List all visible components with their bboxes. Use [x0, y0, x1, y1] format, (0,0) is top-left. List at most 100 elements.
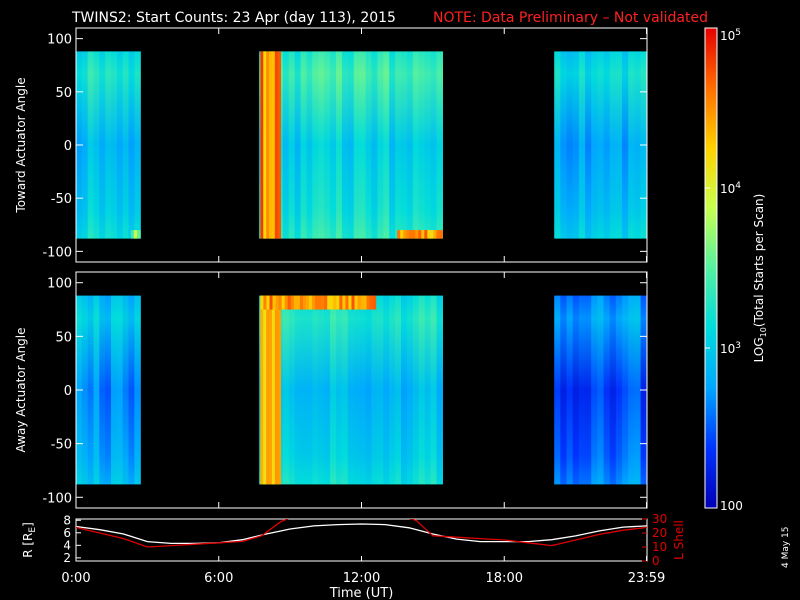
- away-feature-cell: [318, 295, 322, 310]
- away-feature-cell: [321, 295, 325, 310]
- toward-feature-cell: [400, 230, 404, 239]
- toward-feature-cell: [271, 51, 276, 239]
- xtick-label: 12:00: [343, 571, 380, 586]
- toward-ytick-label: 50: [55, 86, 72, 101]
- toward-heatmap-column: [282, 51, 290, 239]
- away-heatmap-column: [383, 295, 390, 485]
- figure-title: TWINS2: Start Counts: 23 Apr (day 113), …: [71, 10, 396, 26]
- away-feature-cell: [348, 295, 352, 310]
- away-feature-cell: [278, 295, 283, 310]
- away-feature-cell: [266, 295, 270, 310]
- toward-feature-cell: [133, 230, 138, 239]
- toward-heatmap-column: [560, 51, 568, 239]
- date-stamp: 4 May 15: [781, 526, 791, 568]
- away-heatmap-column: [318, 295, 325, 485]
- away-heatmap-column: [105, 295, 112, 485]
- away-feature-cell: [342, 295, 346, 310]
- away-feature-cell: [369, 295, 374, 310]
- toward-heatmap-column: [128, 51, 135, 239]
- toward-heatmap-column: [609, 51, 617, 239]
- away-heatmap-column: [111, 295, 118, 485]
- away-heatmap-column: [578, 295, 586, 485]
- away-feature-cell: [260, 295, 264, 310]
- toward-feature-cell: [439, 230, 443, 239]
- away-feature-cell: [284, 295, 289, 310]
- away-heatmap-column: [116, 295, 124, 485]
- away-feature-cell: [333, 295, 337, 310]
- toward-heatmap-column: [603, 51, 611, 239]
- away-heatmap-column: [336, 295, 343, 485]
- toward-feature-cell: [421, 230, 425, 239]
- away-feature-cell: [305, 295, 310, 310]
- away-heatmap-column: [424, 295, 432, 485]
- away-heatmap-column: [389, 295, 396, 485]
- away-feature-cell: [308, 295, 313, 310]
- ephemeris-left-tick-label: 6: [63, 526, 71, 540]
- colorbar: 100 103 104 105 LOG10(Total Starts per Scan): [704, 27, 768, 513]
- toward-feature-cell: [397, 230, 401, 239]
- ephemeris-right-tick-label: 30: [652, 512, 667, 526]
- away-heatmap-column: [312, 295, 319, 485]
- away-heatmap-column: [300, 295, 308, 485]
- away-heatmap-column: [288, 295, 296, 485]
- away-feature-cell: [339, 295, 343, 310]
- away-feature-cell: [363, 295, 368, 310]
- away-ytick-label: 100: [47, 277, 72, 292]
- toward-feature-cell: [412, 230, 416, 239]
- away-heatmap-column: [406, 295, 414, 485]
- toward-heatmap-column: [288, 51, 296, 239]
- away-ytick-label: -50: [51, 438, 72, 453]
- data-preliminary-note: NOTE: Data Preliminary – Not validated: [433, 10, 708, 26]
- away-feature-cell: [330, 295, 334, 310]
- toward-heatmap-column: [318, 51, 325, 239]
- away-heatmap-column: [622, 295, 629, 485]
- away-heatmap-column: [99, 295, 106, 485]
- away-high-count-feature: [260, 295, 282, 485]
- away-high-count-feature: [260, 295, 377, 310]
- away-feature-cell: [277, 295, 282, 485]
- away-ytick-label: 0: [64, 384, 72, 399]
- away-heatmap-column: [554, 295, 561, 485]
- away-feature-cell: [299, 295, 304, 310]
- toward-high-count-feature: [397, 230, 443, 239]
- ephemeris-left-tick-label: 8: [63, 513, 71, 527]
- colorbar-gradient: [704, 27, 718, 509]
- toward-heatmap-column: [312, 51, 319, 239]
- away-feature-cell: [345, 295, 349, 310]
- toward-feature-cell: [427, 230, 431, 239]
- toward-heatmap-column: [87, 51, 95, 239]
- colorbar-tick-label: 103: [720, 341, 741, 356]
- away-ylabel: Away Actuator Angle: [14, 327, 28, 452]
- away-heatmap-panel: -100 -50 0 50 100 Away Actuator Angle: [14, 271, 648, 509]
- toward-feature-cell: [137, 230, 141, 239]
- away-data-segment: [76, 295, 141, 485]
- away-heatmap-column: [401, 295, 408, 485]
- colorbar-tick-label: 105: [720, 28, 741, 43]
- ylabel-r-end: ]: [21, 522, 35, 527]
- series-line-l-shell: [76, 519, 647, 548]
- toward-heatmap-column: [395, 51, 402, 239]
- away-data-segment: [259, 295, 443, 485]
- toward-heatmap-column: [371, 51, 378, 239]
- ephemeris-right-tick-label: 10: [652, 540, 667, 554]
- toward-heatmap-column: [424, 51, 432, 239]
- away-feature-cell: [327, 295, 331, 310]
- xtick-label: 0:00: [61, 571, 90, 586]
- toward-heatmap-column: [365, 51, 373, 239]
- toward-heatmap-column: [300, 51, 308, 239]
- toward-feature-cell: [260, 51, 264, 239]
- colorbar-tick-label: 100: [720, 499, 743, 513]
- away-feature-cell: [354, 295, 358, 310]
- toward-heatmap-column: [111, 51, 118, 239]
- toward-ytick-label: 100: [47, 33, 72, 48]
- toward-high-count-feature: [260, 51, 282, 239]
- away-feature-cell: [357, 295, 361, 310]
- toward-heatmap-column: [134, 51, 141, 239]
- toward-heatmap-column: [628, 51, 636, 239]
- toward-heatmap-column: [622, 51, 629, 239]
- away-heatmap-column: [134, 295, 141, 485]
- toward-feature-cell: [436, 230, 440, 239]
- xtick-label: 18:00: [486, 571, 523, 586]
- away-heatmap-column: [634, 295, 642, 485]
- toward-ytick-label: 0: [64, 139, 72, 154]
